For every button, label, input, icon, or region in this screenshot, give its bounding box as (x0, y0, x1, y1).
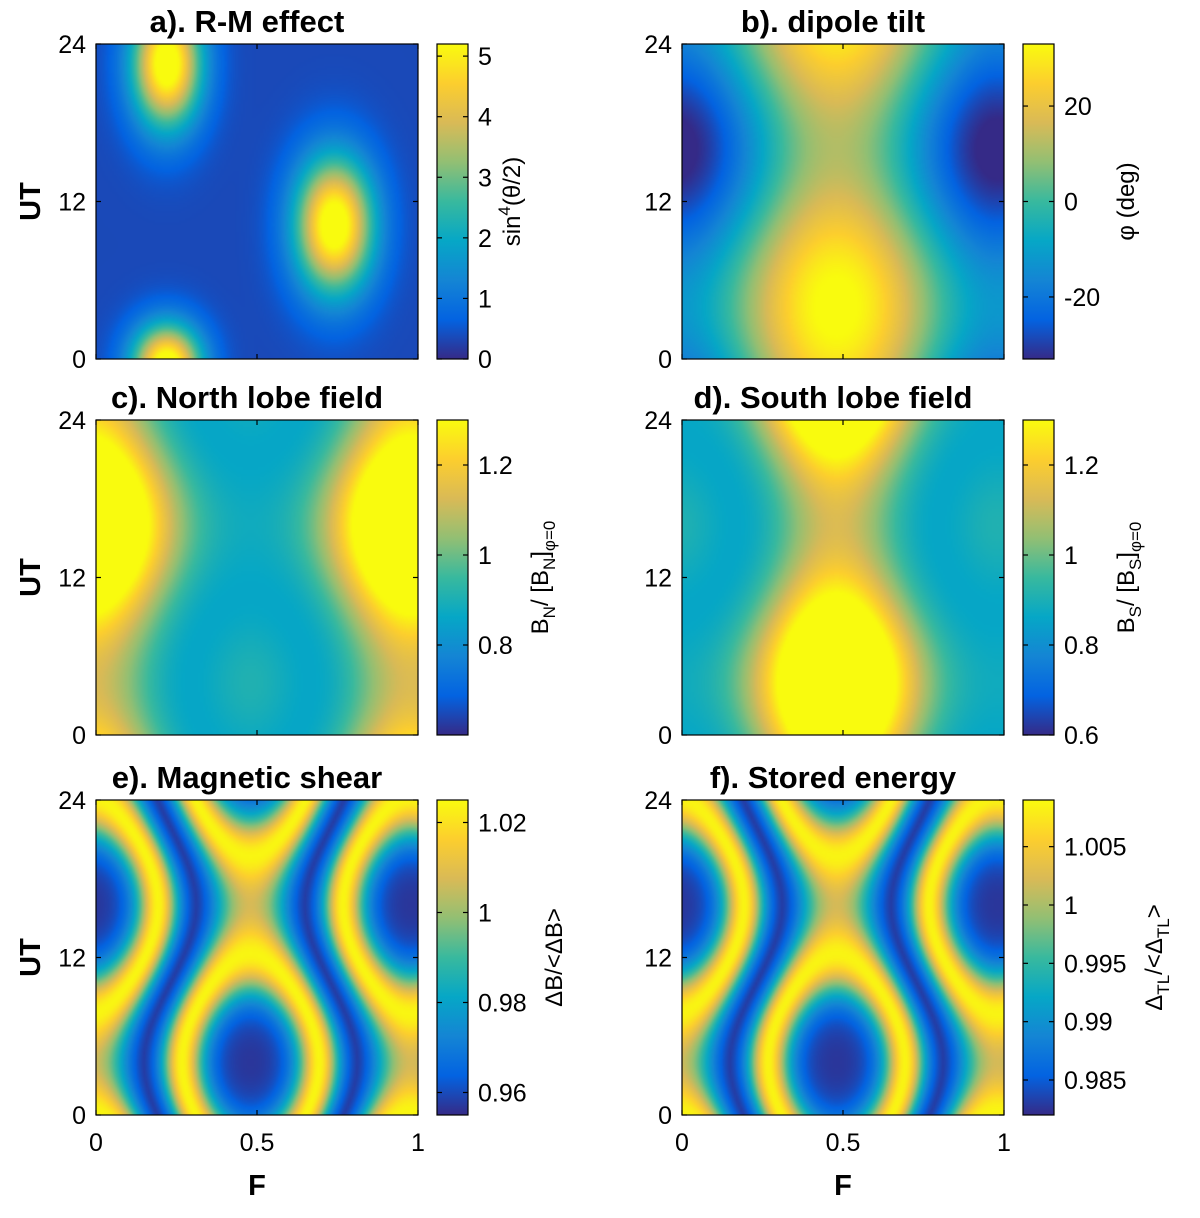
cbar-tick-label-a: 5 (478, 43, 492, 71)
xlabel-e: F (248, 1170, 266, 1202)
colorbar-b (1023, 44, 1054, 359)
ytick-label-f: 12 (644, 945, 672, 973)
colorbar-frame-e (436, 799, 469, 1116)
cbar-tick-label-c: 1 (478, 542, 492, 570)
heatmap-a (96, 44, 418, 359)
heatmap-f (682, 800, 1004, 1115)
cbar-tick-label-b: 0 (1064, 189, 1078, 217)
cbar-tick-label-a: 2 (478, 225, 492, 253)
cbar-tick-label-d: 0.6 (1064, 722, 1099, 750)
colorbar-e (437, 800, 468, 1115)
cbar-tick-label-c: 1.2 (478, 452, 513, 480)
heatmap-e (96, 800, 418, 1115)
cbar-tick-label-e: 0.96 (478, 1080, 527, 1108)
cbar-tick-label-f: 0.995 (1064, 950, 1127, 978)
cbar-tick-label-d: 1.2 (1064, 452, 1099, 480)
panel-c: c). North lobe field 0 12 24 UT 0.8 1 1.2 BN/ [B… (15, 380, 559, 750)
xtick-label-e: 0.5 (240, 1129, 275, 1157)
title-a: a). R-M effect (150, 4, 345, 39)
cbar-label-d: BS/ [BS]φ=0 (1113, 522, 1145, 634)
cbar-tick-label-b: 20 (1064, 93, 1092, 121)
ytick-label-f: 0 (658, 1102, 672, 1130)
colorbar-frame-c (436, 419, 469, 736)
ylabel-e: UT (15, 938, 47, 977)
cbar-tick-label-a: 4 (478, 104, 492, 132)
panel-b: b). dipole tilt 0 12 24 -20 0 20 φ (deg) (644, 4, 1140, 374)
title-e: e). Magnetic shear (112, 760, 382, 795)
title-c: c). North lobe field (111, 380, 383, 415)
panel-f: f). Stored energy 0 12 24 0 0.5 1 F 0.985 0.99 0.9… (644, 760, 1173, 1202)
cbar-tick-label-a: 3 (478, 164, 492, 192)
cbar-label-e: ΔB/<ΔB> (541, 908, 568, 1007)
colorbar-d (1023, 420, 1054, 735)
xtick-label-e: 0 (89, 1129, 103, 1157)
xlabel-f: F (834, 1170, 852, 1202)
cbar-tick-label-b: -20 (1064, 284, 1100, 312)
cbar-tick-label-f: 0.99 (1064, 1009, 1113, 1037)
ytick-label-a: 0 (72, 346, 86, 374)
cbar-label-b: φ (deg) (1113, 162, 1140, 240)
xtick-label-e: 1 (411, 1129, 425, 1157)
ytick-label-e: 24 (58, 787, 86, 815)
ytick-label-b: 0 (658, 346, 672, 374)
cbar-tick-label-e: 0.98 (478, 990, 527, 1018)
ytick-label-d: 24 (644, 407, 672, 435)
heatmap-b (682, 44, 1004, 359)
cbar-label-a: sin4(θ/2) (495, 157, 526, 247)
heatmap-d (682, 420, 1004, 735)
cbar-tick-label-f: 1.005 (1064, 834, 1127, 862)
title-b: b). dipole tilt (741, 4, 925, 39)
ytick-label-d: 12 (644, 565, 672, 593)
colorbar-frame-d (1022, 419, 1055, 736)
cbar-tick-label-c: 0.8 (478, 632, 513, 660)
cbar-tick-label-a: 0 (478, 346, 492, 374)
ytick-label-a: 12 (58, 189, 86, 217)
cbar-tick-label-a: 1 (478, 285, 492, 313)
ytick-label-b: 24 (644, 31, 672, 59)
heatmap-c (96, 420, 418, 735)
title-f: f). Stored energy (710, 760, 957, 795)
colorbar-a (437, 44, 468, 359)
panel-e: e). Magnetic shear 0 12 24 0 0.5 1 UT F 0.96 0.98 1… (15, 760, 568, 1202)
cbar-tick-label-d: 1 (1064, 542, 1078, 570)
cbar-tick-label-f: 0.985 (1064, 1067, 1127, 1095)
cbar-tick-label-e: 1 (478, 900, 492, 928)
xtick-label-f: 0.5 (826, 1129, 861, 1157)
ytick-label-d: 0 (658, 722, 672, 750)
ytick-label-e: 0 (72, 1102, 86, 1130)
colorbar-frame-f (1022, 799, 1055, 1116)
ytick-label-a: 24 (58, 31, 86, 59)
ytick-label-c: 12 (58, 565, 86, 593)
colorbar-c (437, 420, 468, 735)
panel-d: d). South lobe field 0 12 24 0.6 0.8 1 1.2 BS/ [… (644, 380, 1145, 750)
cbar-label-c: BN/ [BN]φ=0 (527, 521, 559, 635)
ytick-label-c: 24 (58, 407, 86, 435)
cbar-tick-label-e: 1.02 (478, 810, 527, 838)
cbar-tick-label-d: 0.8 (1064, 632, 1099, 660)
ylabel-c: UT (15, 558, 47, 597)
ytick-label-f: 24 (644, 787, 672, 815)
ytick-label-e: 12 (58, 945, 86, 973)
ytick-label-b: 12 (644, 189, 672, 217)
cbar-tick-label-f: 1 (1064, 892, 1078, 920)
xtick-label-f: 1 (997, 1129, 1011, 1157)
colorbar-frame-a (436, 43, 469, 360)
xtick-label-f: 0 (675, 1129, 689, 1157)
title-d: d). South lobe field (694, 380, 973, 415)
ylabel-a: UT (15, 182, 47, 221)
colorbar-f (1023, 800, 1054, 1115)
ytick-label-c: 0 (72, 722, 86, 750)
cbar-label-f: ΔTL/<ΔTL> (1141, 904, 1173, 1010)
